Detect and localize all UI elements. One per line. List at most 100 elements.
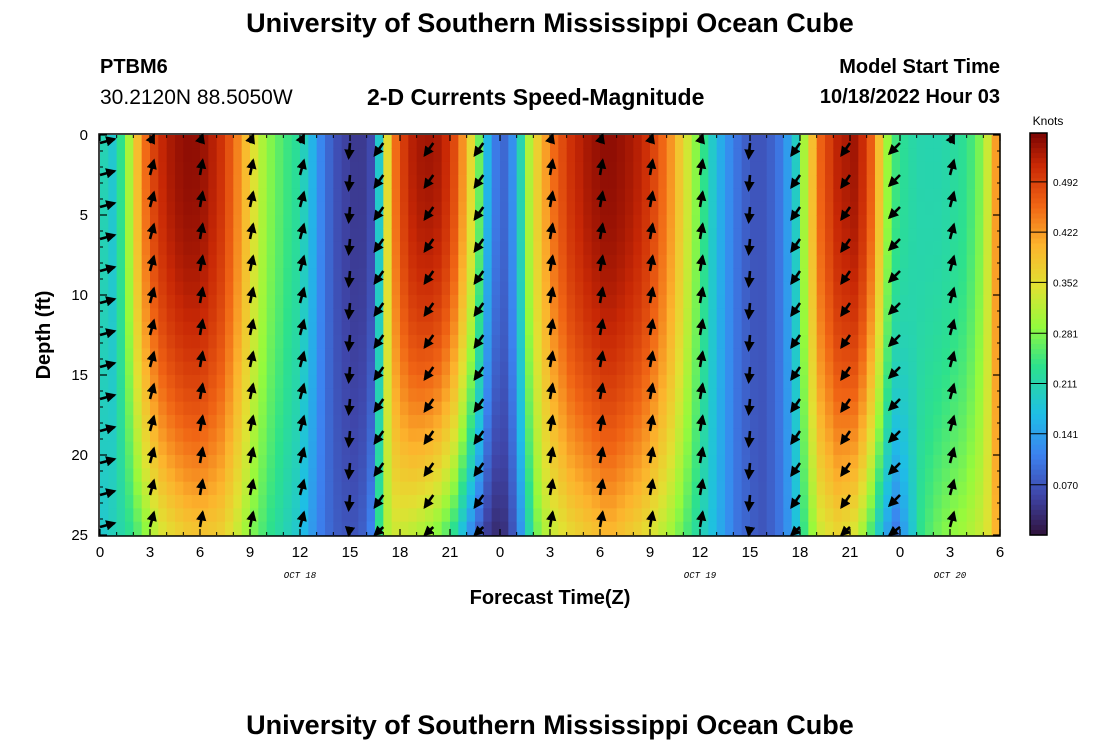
heatmap-cell xyxy=(158,375,168,389)
heatmap-cell xyxy=(241,468,251,483)
heatmap-cell xyxy=(825,175,834,189)
heatmap-cell xyxy=(466,388,476,403)
heatmap-cell xyxy=(725,521,734,536)
heatmap-cell xyxy=(333,161,343,176)
heatmap-cell xyxy=(333,135,343,149)
heatmap-cell xyxy=(800,188,809,203)
heatmap-cell xyxy=(741,441,751,456)
heatmap-cell xyxy=(225,321,234,336)
heatmap-cell xyxy=(608,148,618,163)
heatmap-cell xyxy=(708,215,718,229)
heatmap-cell xyxy=(766,508,776,523)
heatmap-cell xyxy=(741,161,751,176)
heatmap-cell xyxy=(258,308,268,323)
heatmap-cell xyxy=(250,428,259,443)
heatmap-cell xyxy=(875,388,884,403)
heatmap-cell xyxy=(941,348,951,363)
heatmap-cell xyxy=(341,281,351,296)
heatmap-cell xyxy=(425,321,434,336)
heatmap-cell xyxy=(616,241,626,256)
heatmap-cell xyxy=(825,241,834,256)
heatmap-cell xyxy=(808,148,818,163)
heatmap-cell xyxy=(483,508,493,523)
heatmap-cell xyxy=(858,415,868,429)
heatmap-cell xyxy=(750,188,759,203)
heatmap-cell xyxy=(758,361,768,376)
heatmap-cell xyxy=(725,468,734,483)
heatmap-cell xyxy=(800,388,809,403)
heatmap-cell xyxy=(216,135,226,149)
heatmap-cell xyxy=(783,401,793,416)
heatmap-cell xyxy=(991,401,1001,416)
current-vector-arrow xyxy=(99,488,117,499)
heatmap-cell xyxy=(375,361,384,376)
heatmap-cell xyxy=(733,281,743,296)
heatmap-cell xyxy=(383,521,393,536)
heatmap-cell xyxy=(500,388,509,403)
heatmap-cell xyxy=(233,321,243,336)
heatmap-cell xyxy=(100,281,109,296)
heatmap-cell xyxy=(216,148,226,163)
heatmap-cell xyxy=(491,455,501,469)
current-vector-arrow xyxy=(473,430,485,446)
current-vector-arrow xyxy=(946,510,957,528)
heatmap-cell xyxy=(600,361,609,376)
heatmap-cell xyxy=(833,481,843,496)
heatmap-cell xyxy=(450,148,459,163)
heatmap-cell xyxy=(758,468,768,483)
heatmap-cell xyxy=(975,255,984,269)
heatmap-cell xyxy=(675,508,684,523)
heatmap-cell xyxy=(491,281,501,296)
heatmap-cell xyxy=(525,148,534,163)
heatmap-cell xyxy=(625,455,634,469)
heatmap-cell xyxy=(800,348,809,363)
heatmap-cell xyxy=(791,295,801,309)
heatmap-cell xyxy=(866,188,876,203)
heatmap-cell xyxy=(658,295,668,309)
heatmap-cell xyxy=(708,295,718,309)
heatmap-cell xyxy=(991,188,1001,203)
heatmap-cell xyxy=(583,375,593,389)
heatmap-cell xyxy=(325,361,334,376)
heatmap-cell xyxy=(983,255,993,269)
colorbar-swatch xyxy=(1030,248,1047,255)
heatmap-cell xyxy=(450,401,459,416)
heatmap-cell xyxy=(500,401,509,416)
current-vector-arrow xyxy=(596,382,607,400)
heatmap-cell xyxy=(916,241,926,256)
heatmap-cell xyxy=(825,161,834,176)
heatmap-cell xyxy=(550,175,559,189)
heatmap-cell xyxy=(275,201,284,216)
heatmap-cell xyxy=(491,415,501,429)
heatmap-cell xyxy=(675,188,684,203)
heatmap-cell xyxy=(250,215,259,229)
heatmap-cell xyxy=(883,135,893,149)
heatmap-cell xyxy=(850,508,859,523)
heatmap-cell xyxy=(591,508,601,523)
heatmap-cell xyxy=(866,468,876,483)
heatmap-cell xyxy=(108,268,118,283)
heatmap-cell xyxy=(441,335,451,349)
heatmap-cell xyxy=(858,161,868,176)
heatmap-cell xyxy=(166,335,176,349)
heatmap-cell xyxy=(383,508,393,523)
current-vector-arrow xyxy=(373,238,385,254)
heatmap-cell xyxy=(758,508,768,523)
heatmap-cell xyxy=(875,308,884,323)
heatmap-cell xyxy=(183,268,193,283)
heatmap-cell xyxy=(700,428,709,443)
heatmap-cell xyxy=(750,441,759,456)
heatmap-cell xyxy=(666,321,676,336)
heatmap-cell xyxy=(366,228,376,243)
heatmap-cell xyxy=(883,401,893,416)
current-vector-arrow xyxy=(146,158,157,176)
heatmap-cell xyxy=(683,348,693,363)
heatmap-cell xyxy=(916,201,926,216)
heatmap-cell xyxy=(291,401,301,416)
current-vector-arrow xyxy=(946,286,957,304)
heatmap-cell xyxy=(400,495,409,509)
heatmap-cell xyxy=(533,508,543,523)
heatmap-cell xyxy=(500,295,509,309)
heatmap-cell xyxy=(191,175,201,189)
heatmap-cell xyxy=(275,321,284,336)
